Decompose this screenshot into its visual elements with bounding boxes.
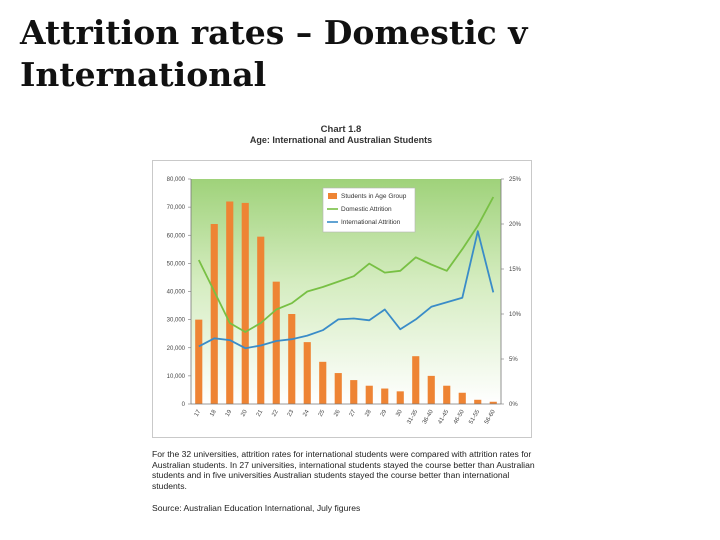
left-tick-label: 0 bbox=[182, 402, 186, 408]
bar bbox=[319, 361, 327, 404]
x-tick-label: 24 bbox=[302, 408, 311, 417]
left-tick-label: 80,000 bbox=[167, 177, 186, 183]
bar bbox=[458, 392, 466, 404]
bar bbox=[303, 342, 311, 404]
x-tick-label: 26 bbox=[333, 408, 342, 417]
right-tick-label: 20% bbox=[509, 222, 522, 228]
bar bbox=[396, 391, 404, 404]
legend-swatch-students-in-age-group bbox=[328, 193, 337, 199]
left-tick-label: 50,000 bbox=[167, 261, 186, 267]
x-tick-label: 23 bbox=[287, 408, 296, 417]
chart-legend: Students in Age Group Domestic Attrition I… bbox=[322, 187, 416, 233]
x-tick-label: 46-50 bbox=[453, 408, 466, 425]
legend-label-students-in-age-group: Students in Age Group bbox=[341, 193, 407, 200]
x-tick-label: 29 bbox=[380, 408, 389, 417]
x-tick-label: 31-35 bbox=[406, 408, 419, 425]
bar bbox=[350, 380, 358, 404]
left-tick-label: 70,000 bbox=[167, 205, 186, 211]
x-tick-label: 27 bbox=[349, 408, 358, 417]
chart-source: Source: Australian Education Internation… bbox=[152, 503, 361, 513]
left-tick-label: 30,000 bbox=[167, 318, 186, 324]
x-tick-label: 56-60 bbox=[484, 408, 497, 425]
bar bbox=[195, 319, 203, 404]
right-tick-label: 0% bbox=[509, 402, 518, 408]
chart-note: For the 32 universities, attrition rates… bbox=[152, 449, 535, 491]
chart-frame: 0 10,000 20,000 30,000 40,000 50,000 60,000 70,… bbox=[152, 160, 532, 438]
bar bbox=[365, 385, 373, 404]
line-series bbox=[197, 196, 495, 350]
legend-label-international-attrition: International Attrition bbox=[341, 219, 401, 226]
left-axis-ticks: 0 10,000 20,000 30,000 40,000 50,000 60,000 70,… bbox=[167, 177, 191, 408]
bar bbox=[334, 373, 342, 404]
left-tick-label: 40,000 bbox=[167, 290, 186, 296]
x-axis-ticks: 17 18 19 20 21 22 23 24 25 26 27 28 29 30 31-35 36-40 41… bbox=[194, 408, 497, 425]
bar bbox=[257, 236, 265, 404]
bar bbox=[381, 388, 389, 404]
x-tick-label: 30 bbox=[395, 408, 404, 417]
left-tick-label: 10,000 bbox=[167, 374, 186, 380]
x-tick-label: 28 bbox=[364, 408, 373, 417]
x-tick-label: 25 bbox=[318, 408, 327, 417]
bar bbox=[474, 399, 482, 404]
legend-label-domestic-attrition: Domestic Attrition bbox=[341, 206, 392, 213]
right-tick-label: 25% bbox=[509, 177, 522, 183]
domestic-attrition-line bbox=[197, 196, 495, 333]
right-tick-label: 10% bbox=[509, 312, 522, 318]
bar bbox=[210, 224, 218, 404]
x-tick-label: 18 bbox=[209, 408, 218, 417]
x-tick-label: 17 bbox=[194, 408, 203, 417]
bar bbox=[272, 281, 280, 404]
x-tick-label: 36-40 bbox=[422, 408, 435, 425]
x-tick-label: 41-45 bbox=[437, 408, 450, 425]
bar bbox=[288, 314, 296, 404]
x-tick-label: 22 bbox=[271, 408, 280, 417]
bar bbox=[412, 356, 420, 404]
bar bbox=[443, 385, 451, 404]
chart-svg: 0 10,000 20,000 30,000 40,000 50,000 60,000 70,… bbox=[167, 177, 522, 425]
legend-box bbox=[322, 187, 416, 233]
bar bbox=[241, 202, 249, 404]
international-attrition-line bbox=[198, 230, 495, 350]
chart-title: Age: International and Australian Studen… bbox=[249, 135, 433, 145]
bar bbox=[226, 201, 234, 404]
x-tick-label: 20 bbox=[240, 408, 249, 417]
right-axis-ticks: 0% 5% 10% 15% 20% 25% bbox=[501, 177, 522, 408]
left-tick-label: 60,000 bbox=[167, 233, 186, 239]
chart-number: Chart 1.8 bbox=[320, 124, 362, 135]
x-tick-label: 51-55 bbox=[468, 408, 481, 425]
bar bbox=[489, 401, 497, 404]
chart-header: Chart 1.8 Age: International and Austral… bbox=[152, 124, 530, 146]
bar bbox=[427, 375, 435, 404]
x-tick-label: 21 bbox=[256, 408, 265, 417]
bar-series bbox=[195, 201, 497, 404]
slide-title: Attrition rates – Domestic v Internation… bbox=[20, 13, 528, 94]
left-tick-label: 20,000 bbox=[167, 346, 186, 352]
right-tick-label: 15% bbox=[509, 267, 522, 273]
x-tick-label: 19 bbox=[225, 408, 234, 417]
right-tick-label: 5% bbox=[509, 357, 518, 363]
